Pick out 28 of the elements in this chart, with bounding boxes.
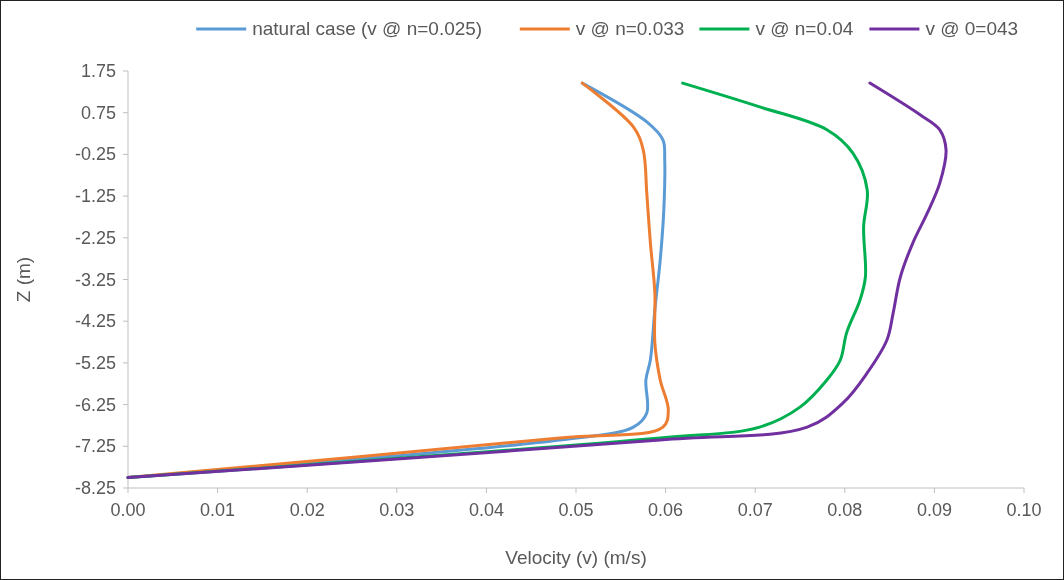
x-tick-label: 0.03: [379, 500, 415, 520]
y-tick-label: -4.25: [74, 311, 116, 332]
y-tick-label: -3.25: [74, 269, 116, 290]
x-tick-label: 0.04: [468, 500, 504, 520]
y-axis-title: Z (m): [13, 256, 34, 303]
x-tick-label: 0.08: [827, 500, 863, 520]
legend-label: v @ 0=043: [925, 18, 1019, 39]
legend-label: v @ n=0.04: [755, 18, 854, 39]
y-tick-label: -7.25: [74, 436, 116, 457]
y-tick-label: 1.75: [80, 61, 116, 81]
y-tick-label: -8.25: [74, 478, 116, 498]
x-tick-label: 0.09: [916, 500, 952, 520]
y-tick-label: -1.25: [74, 186, 116, 207]
x-tick-label: 0.07: [737, 500, 773, 520]
legend-label: v @ n=0.033: [575, 18, 685, 39]
x-tick-label: 0.02: [289, 500, 325, 520]
y-tick-label: -0.25: [74, 144, 116, 165]
x-tick-label: 0.10: [1006, 500, 1042, 520]
x-tick-label: 0.06: [648, 500, 684, 520]
y-tick-label: -6.25: [74, 394, 116, 415]
legend-label: natural case (v @ n=0.025): [252, 18, 483, 39]
x-axis-title: Velocity (v) (m/s): [505, 547, 647, 568]
y-tick-label: 0.75: [80, 102, 116, 123]
y-tick-label: -2.25: [74, 227, 116, 248]
x-tick-label: 0.05: [558, 500, 594, 520]
y-tick-label: -5.25: [74, 352, 116, 373]
x-tick-label: 0.01: [200, 500, 236, 520]
x-tick-label: 0.00: [110, 500, 146, 520]
